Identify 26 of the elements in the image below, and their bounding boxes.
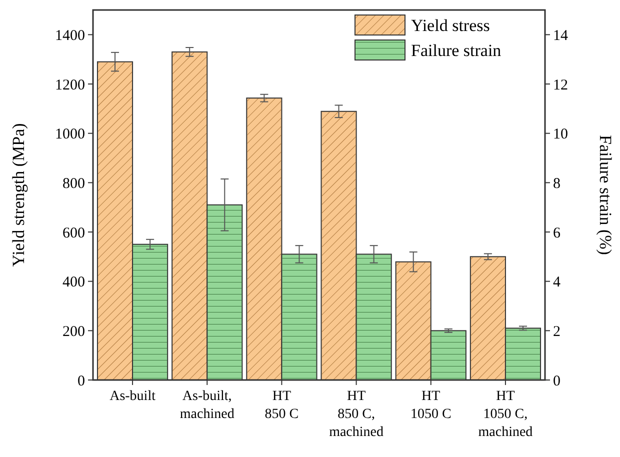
y2-tick-label: 12 — [553, 77, 568, 94]
y-tick-label: 800 — [62, 176, 85, 192]
x-tick-label: HT 850 C — [264, 389, 299, 422]
x-tick-label: As-built, machined — [180, 389, 234, 422]
y2-tick-label: 4 — [553, 274, 561, 291]
legend-label: Failure strain — [411, 40, 502, 60]
y-tick-label: 1000 — [55, 126, 85, 143]
x-tick-label: As-built — [110, 389, 156, 404]
y2-tick-label: 6 — [553, 225, 561, 242]
y-tick-label: 1400 — [55, 28, 85, 44]
y-tick-label: 0 — [78, 373, 85, 390]
y2-tick-label: 8 — [553, 176, 560, 192]
y2-tick-label: 10 — [553, 126, 568, 143]
y2-tick-label: 14 — [553, 28, 568, 44]
x-tick-label: HT 1050 C, machined — [478, 389, 533, 440]
y-tick-label: 400 — [62, 274, 85, 291]
y2-axis-title: Failure strain (%) — [596, 135, 615, 255]
y-axis-title: Yield strength (MPa) — [9, 123, 28, 267]
y-tick-label: 600 — [62, 225, 85, 242]
y-tick-label: 200 — [62, 324, 85, 340]
legend-label: Yield stress — [411, 16, 490, 35]
y-tick-label: 1200 — [55, 77, 85, 94]
x-tick-label: HT 850 C, machined — [329, 389, 384, 440]
y2-tick-label: 2 — [553, 324, 560, 340]
x-tick-label: HT 1050 C — [410, 389, 452, 422]
y2-tick-label: 0 — [553, 373, 560, 390]
